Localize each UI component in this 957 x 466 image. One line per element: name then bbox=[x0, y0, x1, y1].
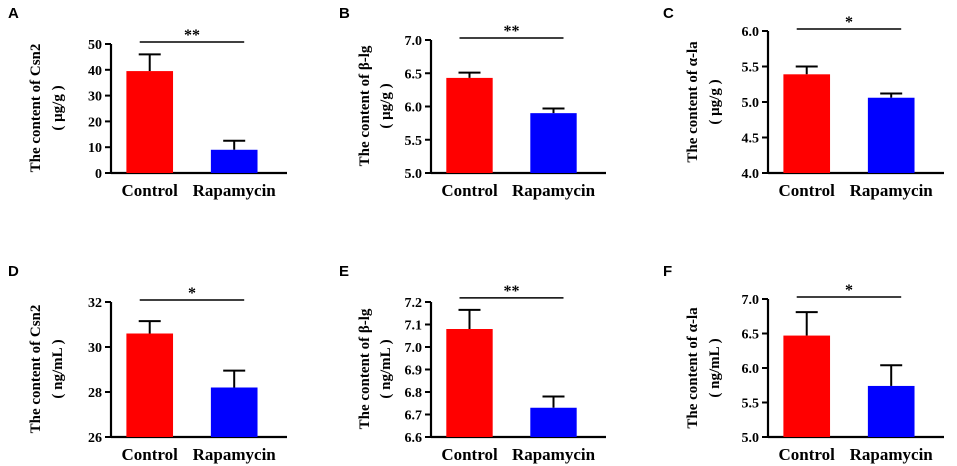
y-tick-label: 30 bbox=[88, 341, 102, 356]
y-tick-label: 32 bbox=[88, 296, 102, 311]
bar-control bbox=[783, 74, 831, 173]
bar-rapamycin bbox=[210, 149, 258, 173]
y-tick-label: 7.2 bbox=[405, 296, 423, 311]
y-tick-label: 6.9 bbox=[405, 364, 423, 379]
significance-label: * bbox=[188, 285, 196, 302]
y-tick-label: 6.8 bbox=[405, 386, 423, 401]
y-tick-label: 28 bbox=[88, 386, 102, 401]
significance-label: ** bbox=[184, 27, 200, 44]
y-tick-label: 6.0 bbox=[742, 25, 760, 40]
y-tick-label: 20 bbox=[88, 115, 102, 130]
bar-rapamycin bbox=[530, 113, 577, 173]
bar-control bbox=[126, 71, 174, 173]
y-tick-label: 5.0 bbox=[405, 167, 423, 182]
y-tick-label: 7.1 bbox=[405, 319, 423, 334]
y-tick-label: 6.5 bbox=[742, 328, 760, 343]
x-tick-label: Control bbox=[441, 445, 498, 464]
significance-label: ** bbox=[504, 283, 520, 300]
y-axis-label: The content of β-lg bbox=[357, 45, 373, 166]
y-tick-label: 7.0 bbox=[405, 34, 423, 49]
y-tick-label: 7.0 bbox=[405, 341, 423, 356]
y-tick-label: 5.0 bbox=[742, 96, 760, 111]
x-tick-label: Rapamycin bbox=[193, 181, 277, 200]
x-tick-label: Control bbox=[122, 445, 179, 464]
panel-c: C 4.0 4.5 5.0 5.5 6.0 The content of α-la ( μg/… bbox=[663, 5, 944, 200]
y-axis-unit: ( ng/mL ) bbox=[50, 339, 66, 398]
y-tick-label: 6.5 bbox=[405, 67, 423, 82]
y-tick-label: 10 bbox=[88, 141, 102, 156]
y-tick-label: 6.7 bbox=[405, 409, 423, 424]
y-tick-label: 5.0 bbox=[742, 431, 760, 446]
panel-letter: A bbox=[8, 5, 19, 22]
bar-control bbox=[126, 333, 174, 437]
panel-d: D 26 28 30 32 The content of Csn2 ( ng/mL ) Con… bbox=[8, 263, 287, 464]
bar-control bbox=[446, 329, 493, 437]
y-axis-unit: ( μg/g ) bbox=[378, 83, 394, 128]
panel-letter: F bbox=[663, 263, 672, 280]
panel-f: F 5.0 5.5 6.0 6.5 7.0 The content of α-la ( ng/… bbox=[663, 263, 944, 464]
panel-letter: B bbox=[339, 5, 350, 22]
bar-control bbox=[446, 77, 493, 173]
y-axis-label: The content of β-lg bbox=[357, 308, 373, 429]
bar-rapamycin bbox=[530, 407, 577, 437]
x-tick-label: Rapamycin bbox=[850, 445, 934, 464]
y-tick-label: 7.0 bbox=[742, 293, 760, 308]
significance-label: * bbox=[845, 282, 853, 299]
x-tick-label: Rapamycin bbox=[512, 181, 596, 200]
y-axis-unit: ( μg/g ) bbox=[707, 79, 723, 124]
y-axis-label: The content of α-la bbox=[685, 41, 701, 163]
panel-e: E 6.6 6.7 6.8 6.9 7.0 7.1 7.2 The content of β-l… bbox=[339, 263, 606, 464]
y-tick-label: 5.5 bbox=[742, 397, 760, 412]
panel-letter: D bbox=[8, 263, 19, 280]
y-tick-label: 30 bbox=[88, 90, 102, 105]
panel-a: A 0 10 20 30 40 50 The content of Csn2 ( μg/g ) C… bbox=[8, 5, 287, 200]
y-tick-label: 4.0 bbox=[742, 167, 760, 182]
bar-rapamycin bbox=[867, 385, 915, 437]
y-tick-label: 6.0 bbox=[742, 362, 760, 377]
y-axis-unit: ( μg/g ) bbox=[50, 85, 66, 130]
y-tick-label: 5.5 bbox=[742, 61, 760, 76]
y-axis-label: The content of Csn2 bbox=[28, 305, 44, 434]
y-tick-label: 6.0 bbox=[405, 101, 423, 116]
panel-b: B 5.0 5.5 6.0 6.5 7.0 The content of β-lg ( μg/… bbox=[339, 5, 606, 200]
x-tick-label: Control bbox=[441, 181, 498, 200]
panel-letter: C bbox=[663, 5, 674, 22]
significance-label: ** bbox=[504, 23, 520, 40]
y-tick-label: 6.6 bbox=[405, 431, 423, 446]
bar-rapamycin bbox=[210, 387, 258, 437]
x-tick-label: Control bbox=[779, 445, 836, 464]
significance-label: * bbox=[845, 14, 853, 31]
y-tick-label: 26 bbox=[88, 431, 102, 446]
panel-letter: E bbox=[339, 263, 349, 280]
y-tick-label: 0 bbox=[95, 167, 102, 182]
bar-rapamycin bbox=[867, 97, 915, 173]
x-tick-label: Control bbox=[779, 181, 836, 200]
y-tick-label: 4.5 bbox=[742, 132, 760, 147]
y-tick-label: 50 bbox=[88, 38, 102, 53]
bar-control bbox=[783, 335, 831, 437]
y-axis-label: The content of Csn2 bbox=[28, 44, 44, 173]
y-tick-label: 40 bbox=[88, 64, 102, 79]
y-axis-label: The content of α-la bbox=[685, 307, 701, 429]
y-axis-unit: ( ng/mL ) bbox=[378, 339, 394, 398]
x-tick-label: Control bbox=[122, 181, 179, 200]
y-tick-label: 5.5 bbox=[405, 134, 423, 149]
x-tick-label: Rapamycin bbox=[193, 445, 277, 464]
y-axis-unit: ( ng/mL ) bbox=[707, 338, 723, 397]
x-tick-label: Rapamycin bbox=[850, 181, 934, 200]
x-tick-label: Rapamycin bbox=[512, 445, 596, 464]
